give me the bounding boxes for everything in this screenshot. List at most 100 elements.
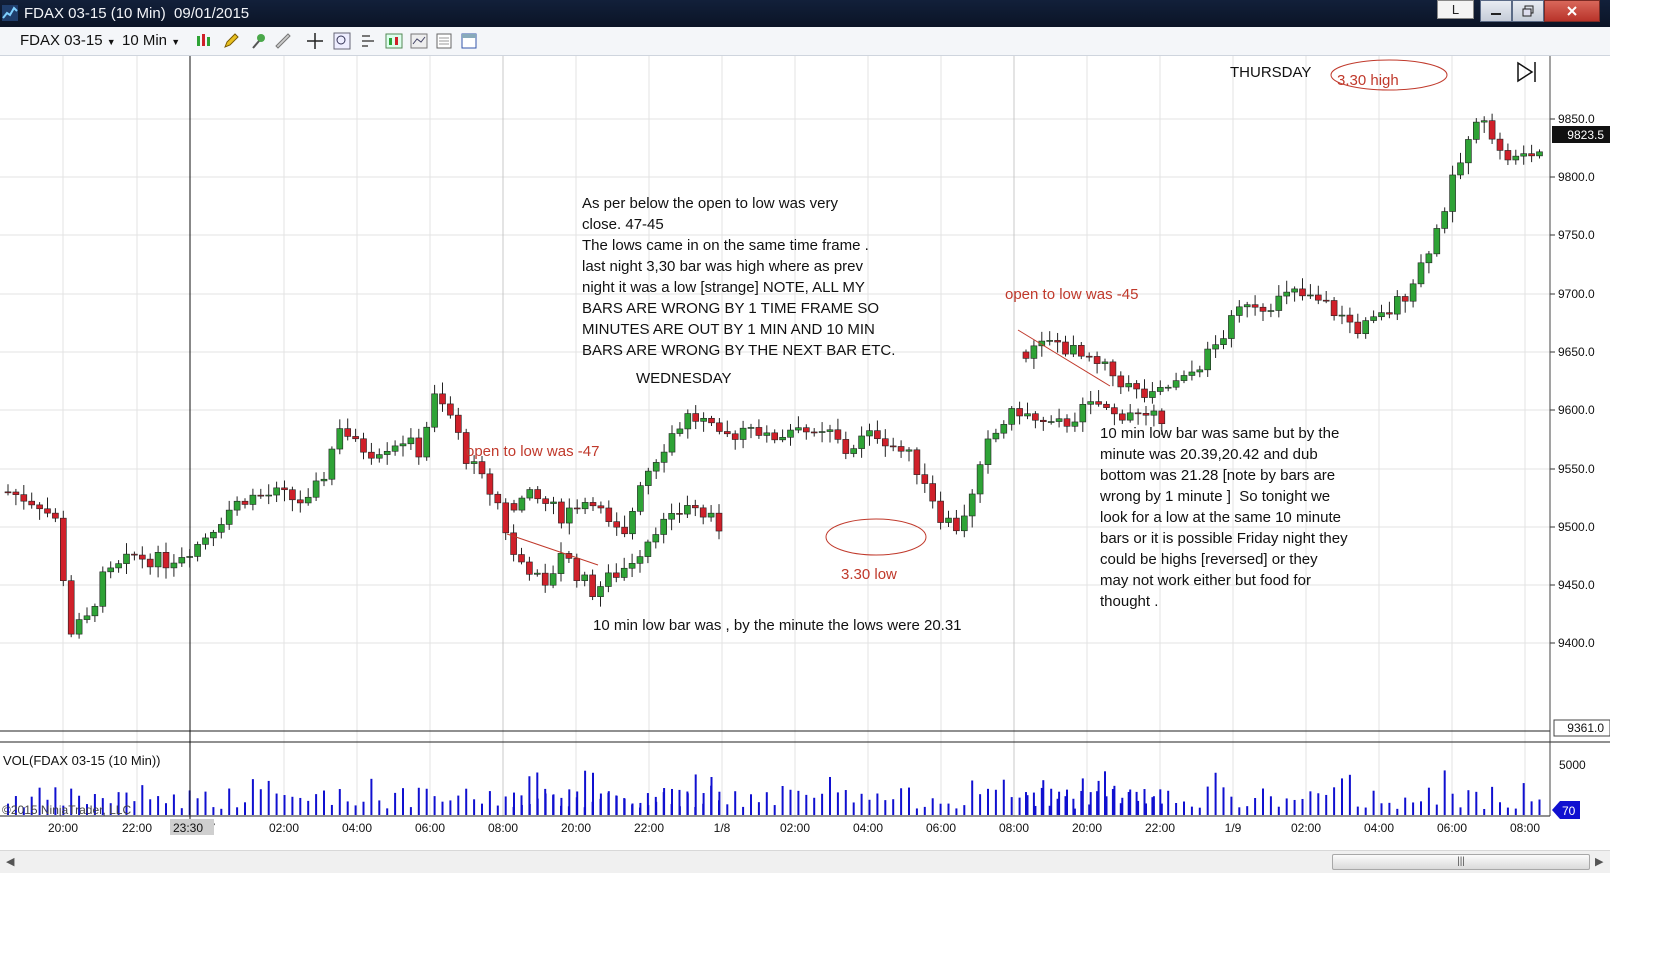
time-tick-label: 04:00 — [853, 821, 883, 835]
scroll-right-icon[interactable]: ▶ — [1595, 856, 1604, 868]
candle — [170, 554, 178, 577]
data-box-icon[interactable] — [385, 32, 403, 50]
title-bar[interactable]: FDAX 03-15 (10 Min) 09/01/2015 L — [0, 0, 1610, 27]
candle — [391, 440, 399, 456]
candle — [431, 384, 438, 433]
time-tick-label: 06:00 — [1437, 821, 1467, 835]
candle — [1378, 304, 1385, 321]
candle — [612, 563, 620, 583]
candle — [273, 481, 280, 503]
scrollbar-thumb[interactable]: ||| — [1332, 854, 1590, 870]
wednesday-label: WEDNESDAY — [636, 370, 732, 387]
properties-icon[interactable] — [460, 32, 478, 50]
candle — [312, 472, 320, 502]
interval-label: 10 Min — [122, 32, 168, 49]
candle — [1109, 359, 1117, 387]
candle — [1079, 397, 1087, 432]
instrument-selector[interactable]: FDAX 03-15 ▼ — [20, 32, 116, 49]
candle — [1528, 144, 1535, 163]
candle — [1172, 372, 1180, 391]
candle — [905, 447, 913, 462]
candle — [510, 524, 517, 562]
price-tick-label: 9450.0 — [1558, 578, 1595, 592]
candle — [1322, 290, 1330, 304]
candle — [644, 539, 652, 564]
price-tick-label: 9750.0 — [1558, 228, 1595, 242]
zoom-icon[interactable] — [333, 32, 351, 50]
ruler-icon[interactable] — [274, 32, 292, 50]
candle — [660, 512, 668, 544]
close-button[interactable] — [1544, 0, 1600, 22]
candle — [715, 504, 723, 540]
candle — [1330, 297, 1338, 321]
interval-selector[interactable]: 10 Min ▼ — [122, 32, 180, 49]
candle — [605, 500, 613, 527]
time-tick-label: 22:00 — [122, 821, 152, 835]
open-to-low-47-label: open to low was -47 — [466, 443, 600, 460]
candle — [202, 533, 209, 550]
candle — [1212, 335, 1219, 358]
candle — [621, 515, 628, 538]
candle — [708, 415, 715, 427]
candle — [976, 461, 984, 503]
candle — [1125, 375, 1132, 392]
candle — [802, 424, 810, 440]
candle — [629, 507, 636, 540]
candle — [1126, 404, 1134, 423]
price-axis[interactable]: 9850.0 9800.0 9750.0 9700.0 9650.0 9600.0 9550… — [1550, 112, 1595, 650]
candle — [344, 418, 352, 441]
language-indicator[interactable]: L — [1437, 0, 1474, 19]
data-panel-icon[interactable] — [436, 32, 454, 50]
candle — [12, 488, 20, 506]
time-axis[interactable]: 20:0022:0023:30702:0004:0006:0008:0020:0… — [48, 821, 1540, 835]
candle — [913, 447, 921, 485]
candle — [1040, 416, 1047, 431]
candle — [716, 418, 723, 435]
crosshair-icon[interactable] — [306, 32, 324, 50]
pin-icon[interactable] — [250, 32, 268, 50]
strategy-icon[interactable] — [360, 32, 378, 50]
main-note: As per below the open to low was very cl… — [582, 195, 896, 359]
candle — [921, 463, 929, 493]
candle — [1417, 254, 1425, 288]
scroll-to-end-icon[interactable] — [1517, 61, 1536, 83]
candle — [154, 545, 162, 578]
price-chart[interactable]: 9850.0 9800.0 9750.0 9700.0 9650.0 9600.0 9550… — [0, 56, 1610, 850]
bar-type-icon[interactable] — [195, 32, 213, 50]
candle — [1394, 290, 1401, 321]
candle — [613, 512, 621, 536]
copyright-text: ©2015 NinjaTrader, LLC — [2, 803, 131, 817]
low-330-label: 3.30 low — [841, 566, 897, 583]
maximize-button[interactable] — [1512, 0, 1544, 22]
candle — [1000, 420, 1008, 439]
candle — [842, 431, 850, 460]
drawing-pencil-icon[interactable] — [222, 32, 240, 50]
candle — [123, 543, 130, 574]
candle — [4, 484, 12, 496]
low-marker-badge — [1553, 719, 1610, 737]
time-tick-label: 1/9 — [1225, 821, 1242, 835]
candle — [478, 456, 486, 479]
candle — [581, 571, 589, 587]
candle — [787, 423, 794, 446]
candle — [1142, 405, 1150, 426]
candle — [1093, 351, 1101, 374]
candle — [826, 424, 834, 443]
time-tick-label: 22:00 — [634, 821, 664, 835]
chart-template-icon[interactable] — [410, 32, 428, 50]
right-note: 10 min low bar was same but by the minut… — [1100, 425, 1348, 610]
minimize-button[interactable] — [1480, 0, 1512, 22]
candle — [771, 429, 779, 444]
candle — [1024, 402, 1031, 420]
candle — [1054, 332, 1061, 353]
candle — [1465, 136, 1472, 175]
candle — [534, 486, 542, 504]
candle — [1401, 293, 1409, 313]
candle — [328, 446, 336, 486]
candle — [1307, 284, 1314, 299]
candle — [984, 430, 992, 474]
candle — [486, 468, 494, 506]
scroll-left-icon[interactable]: ◀ — [6, 856, 15, 868]
candle — [320, 471, 328, 487]
horizontal-scrollbar[interactable]: ◀ ||| ▶ — [0, 850, 1610, 873]
